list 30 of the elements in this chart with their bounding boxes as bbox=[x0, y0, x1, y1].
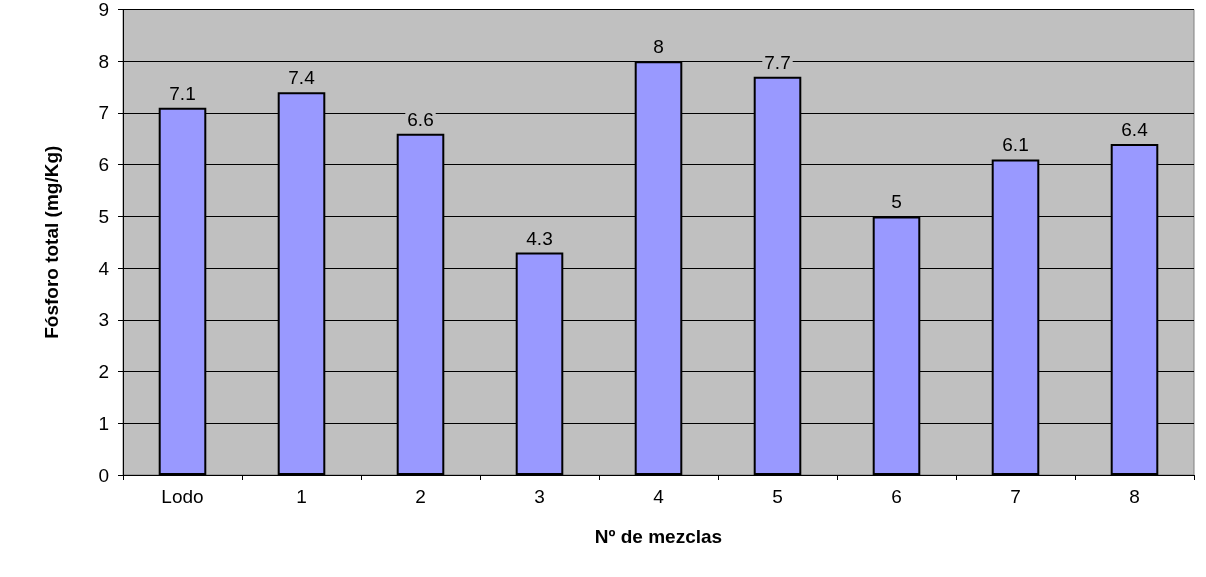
y-tick-label: 8 bbox=[98, 50, 109, 72]
y-tick-label: 3 bbox=[98, 309, 109, 331]
data-label: 7.1 bbox=[169, 82, 196, 104]
x-tick-label: 6 bbox=[891, 486, 902, 507]
data-label: 7.4 bbox=[288, 67, 316, 89]
y-tick-label: 4 bbox=[98, 257, 110, 279]
x-tick-label: 5 bbox=[772, 486, 783, 507]
y-tick-label: 9 bbox=[98, 0, 109, 20]
x-tick-label: 7 bbox=[1010, 486, 1021, 507]
data-label: 7.7 bbox=[764, 51, 791, 73]
x-tick-label: 1 bbox=[296, 486, 307, 507]
y-tick-label: 5 bbox=[98, 205, 109, 227]
y-tick-label: 2 bbox=[98, 361, 109, 383]
x-tick-label: 8 bbox=[1129, 486, 1140, 507]
data-label: 5 bbox=[891, 191, 902, 213]
data-label: 4.3 bbox=[526, 227, 553, 249]
x-tick-label: 3 bbox=[534, 486, 545, 507]
y-tick-label: 6 bbox=[98, 154, 109, 176]
y-axis-title: Fósforo total (mg/Kg) bbox=[41, 145, 62, 339]
data-label: 6.4 bbox=[1121, 118, 1149, 140]
y-tick-label: 7 bbox=[98, 102, 109, 124]
x-tick-label: Lodo bbox=[161, 486, 204, 507]
y-tick-label: 0 bbox=[98, 464, 109, 486]
x-tick-label: 2 bbox=[415, 486, 426, 507]
x-axis-title: Nº de mezclas bbox=[594, 526, 723, 547]
data-label: 6.1 bbox=[1002, 134, 1029, 156]
data-label: 6.6 bbox=[407, 108, 434, 130]
data-label: 8 bbox=[653, 36, 664, 58]
x-tick-label: 4 bbox=[653, 486, 665, 507]
y-tick-label: 1 bbox=[98, 412, 109, 434]
